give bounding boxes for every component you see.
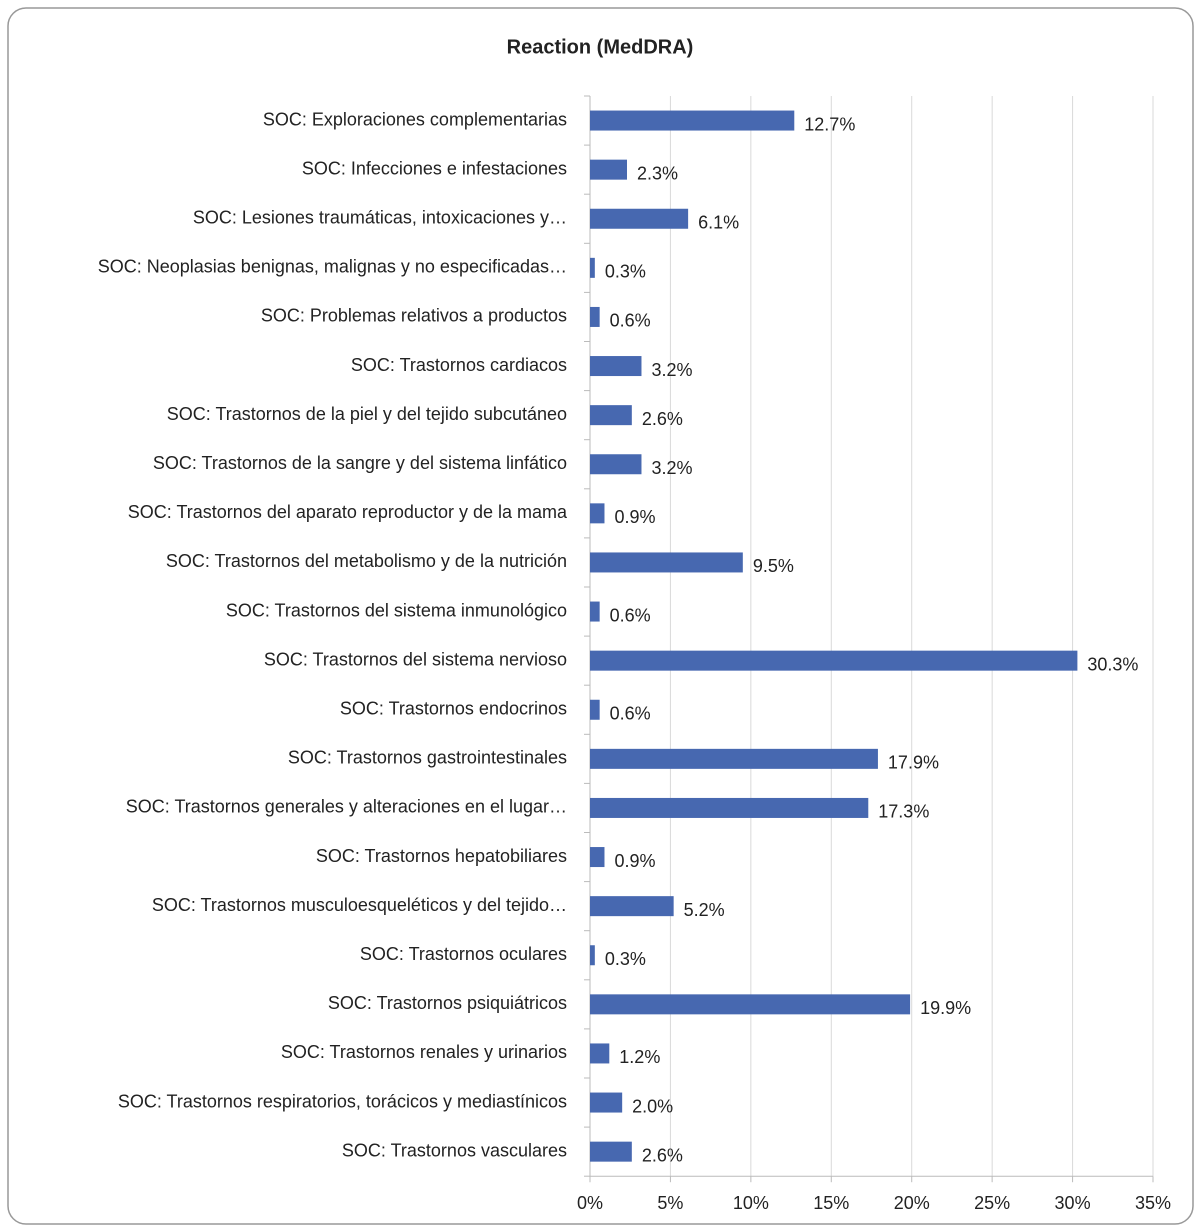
data-label: 0.6%: [610, 311, 651, 331]
y-tick-label: SOC: Trastornos hepatobiliares: [316, 846, 567, 866]
bar: [590, 797, 869, 818]
data-label: 5.2%: [684, 900, 725, 920]
data-label: 2.6%: [642, 409, 683, 429]
y-tick-label: SOC: Problemas relativos a productos: [261, 306, 567, 326]
bar: [590, 896, 674, 917]
bar: [590, 552, 743, 573]
chart-title: Reaction (MedDRA): [507, 36, 694, 58]
y-tick-label: SOC: Exploraciones complementarias: [263, 109, 567, 129]
bar: [590, 208, 689, 229]
data-label: 17.3%: [878, 802, 929, 822]
data-label: 2.3%: [637, 163, 678, 183]
data-label: 3.2%: [651, 458, 692, 478]
chart-frame: [7, 7, 1194, 1225]
data-label: 3.2%: [651, 360, 692, 380]
y-tick-label: SOC: Trastornos del sistema inmunológico: [226, 600, 567, 620]
bar: [590, 699, 600, 720]
bar: [590, 257, 595, 278]
bar: [590, 454, 642, 475]
data-label: 0.3%: [605, 262, 646, 282]
data-label: 0.6%: [610, 605, 651, 625]
bar: [590, 1092, 623, 1113]
bar: [590, 1043, 610, 1064]
bar: [590, 847, 605, 868]
y-tick-label: SOC: Trastornos respiratorios, torácicos…: [118, 1091, 567, 1111]
data-label: 6.1%: [698, 213, 739, 233]
y-tick-label: SOC: Trastornos vasculares: [342, 1140, 567, 1160]
data-label: 19.9%: [920, 998, 971, 1018]
bar: [590, 1141, 632, 1162]
data-label: 17.9%: [888, 753, 939, 773]
data-label: 30.3%: [1087, 654, 1138, 674]
data-label: 1.2%: [619, 1047, 660, 1067]
y-tick-label: SOC: Trastornos psiquiátricos: [328, 993, 567, 1013]
y-tick-label: SOC: Lesiones traumáticas, intoxicacione…: [193, 208, 567, 228]
x-tick-label: 35%: [1135, 1193, 1171, 1213]
x-tick-label: 20%: [894, 1193, 930, 1213]
data-label: 12.7%: [804, 114, 855, 134]
data-label: 9.5%: [753, 556, 794, 576]
data-label: 0.6%: [610, 704, 651, 724]
bar: [590, 503, 605, 524]
bar: [590, 356, 642, 377]
x-tick-label: 15%: [813, 1193, 849, 1213]
y-tick-label: SOC: Trastornos oculares: [360, 944, 567, 964]
bar: [590, 601, 600, 622]
x-tick-label: 0%: [577, 1193, 603, 1213]
data-label: 2.6%: [642, 1145, 683, 1165]
bar: [590, 405, 632, 426]
y-tick-label: SOC: Trastornos del metabolismo y de la …: [166, 551, 567, 571]
y-tick-label: SOC: Trastornos cardiacos: [351, 355, 567, 375]
bar: [590, 306, 600, 327]
y-tick-label: SOC: Infecciones e infestaciones: [302, 158, 567, 178]
y-tick-label: SOC: Neoplasias benignas, malignas y no …: [98, 257, 567, 277]
y-tick-label: SOC: Trastornos generales y alteraciones…: [126, 797, 567, 817]
bar: [590, 994, 911, 1015]
y-tick-label: SOC: Trastornos del aparato reproductor …: [128, 502, 568, 522]
bar: [590, 110, 795, 131]
y-tick-label: SOC: Trastornos de la sangre y del siste…: [153, 453, 567, 473]
bar: [590, 159, 627, 180]
data-label: 2.0%: [632, 1096, 673, 1116]
data-label: 0.3%: [605, 949, 646, 969]
x-tick-label: 25%: [974, 1193, 1010, 1213]
y-tick-label: SOC: Trastornos musculoesqueléticos y de…: [152, 895, 567, 915]
y-tick-label: SOC: Trastornos de la piel y del tejido …: [167, 404, 567, 424]
x-tick-label: 5%: [657, 1193, 683, 1213]
y-tick-label: SOC: Trastornos gastrointestinales: [288, 748, 567, 768]
y-tick-label: SOC: Trastornos del sistema nervioso: [264, 649, 567, 669]
x-tick-label: 10%: [733, 1193, 769, 1213]
data-label: 0.9%: [614, 507, 655, 527]
bar: [590, 748, 878, 769]
data-label: 0.9%: [614, 851, 655, 871]
y-tick-label: SOC: Trastornos endocrinos: [340, 699, 567, 719]
bar: [590, 945, 595, 966]
bar: [590, 650, 1078, 671]
x-tick-label: 30%: [1055, 1193, 1091, 1213]
y-tick-label: SOC: Trastornos renales y urinarios: [281, 1042, 567, 1062]
